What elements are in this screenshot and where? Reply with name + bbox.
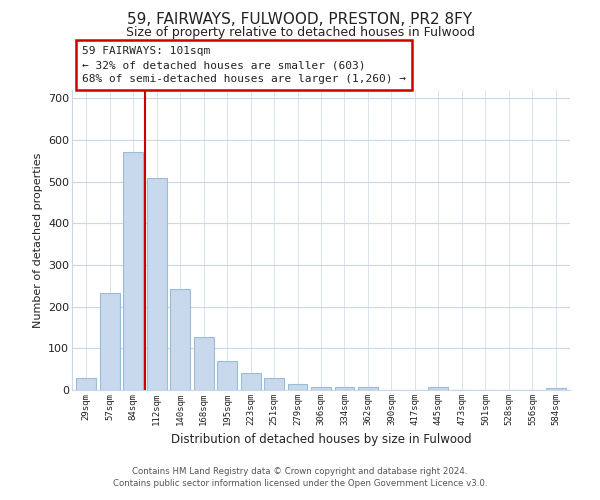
Text: Distribution of detached houses by size in Fulwood: Distribution of detached houses by size …: [170, 432, 472, 446]
Bar: [76, 378, 96, 390]
Text: 59 FAIRWAYS: 101sqm
← 32% of detached houses are smaller (603)
68% of semi-detac: 59 FAIRWAYS: 101sqm ← 32% of detached ho…: [82, 46, 406, 84]
Bar: [428, 386, 448, 390]
Bar: [123, 152, 143, 390]
Text: 59, FAIRWAYS, FULWOOD, PRESTON, PR2 8FY: 59, FAIRWAYS, FULWOOD, PRESTON, PR2 8FY: [127, 12, 473, 28]
Bar: [358, 386, 378, 390]
Bar: [264, 378, 284, 390]
Bar: [241, 372, 260, 390]
Bar: [311, 386, 331, 390]
Bar: [287, 384, 307, 390]
Bar: [335, 386, 355, 390]
Bar: [100, 294, 119, 390]
Y-axis label: Number of detached properties: Number of detached properties: [32, 152, 43, 328]
Bar: [194, 337, 214, 390]
Bar: [217, 361, 237, 390]
Bar: [546, 388, 566, 390]
Text: Size of property relative to detached houses in Fulwood: Size of property relative to detached ho…: [125, 26, 475, 39]
Text: Contains HM Land Registry data © Crown copyright and database right 2024.: Contains HM Land Registry data © Crown c…: [132, 468, 468, 476]
Text: Contains public sector information licensed under the Open Government Licence v3: Contains public sector information licen…: [113, 479, 487, 488]
Bar: [170, 289, 190, 390]
Bar: [146, 178, 167, 390]
